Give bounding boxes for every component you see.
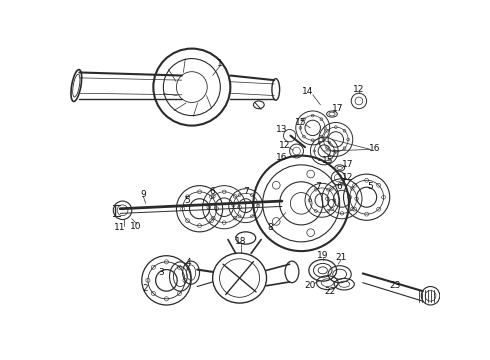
Text: 7: 7: [315, 182, 321, 191]
Text: 19: 19: [317, 251, 328, 260]
Text: 5: 5: [368, 182, 373, 191]
Text: 6: 6: [209, 187, 215, 196]
Text: 6: 6: [337, 182, 343, 191]
Text: 22: 22: [325, 287, 336, 296]
Text: 16: 16: [368, 144, 380, 153]
Text: 21: 21: [336, 253, 347, 262]
Text: 17: 17: [342, 159, 353, 168]
Text: 20: 20: [305, 281, 316, 290]
Text: 12: 12: [342, 174, 353, 183]
Text: 2: 2: [142, 284, 147, 293]
Text: 14: 14: [302, 87, 313, 96]
Text: 3: 3: [158, 268, 164, 277]
Text: 16: 16: [276, 153, 288, 162]
Text: 9: 9: [141, 190, 146, 199]
Text: 7: 7: [243, 186, 248, 195]
Text: 4: 4: [185, 258, 191, 267]
Text: 15: 15: [322, 156, 334, 165]
Text: 11: 11: [114, 224, 125, 233]
Text: 15: 15: [295, 118, 307, 127]
Text: 12: 12: [353, 85, 365, 94]
Text: 13: 13: [276, 125, 288, 134]
Text: 18: 18: [235, 237, 247, 246]
Text: 1: 1: [218, 59, 223, 68]
Text: 17: 17: [332, 104, 344, 113]
Text: 8: 8: [268, 224, 273, 233]
Text: 5: 5: [184, 196, 190, 205]
Text: 12: 12: [278, 141, 290, 150]
Text: 23: 23: [390, 281, 401, 290]
Text: 10: 10: [130, 222, 142, 231]
